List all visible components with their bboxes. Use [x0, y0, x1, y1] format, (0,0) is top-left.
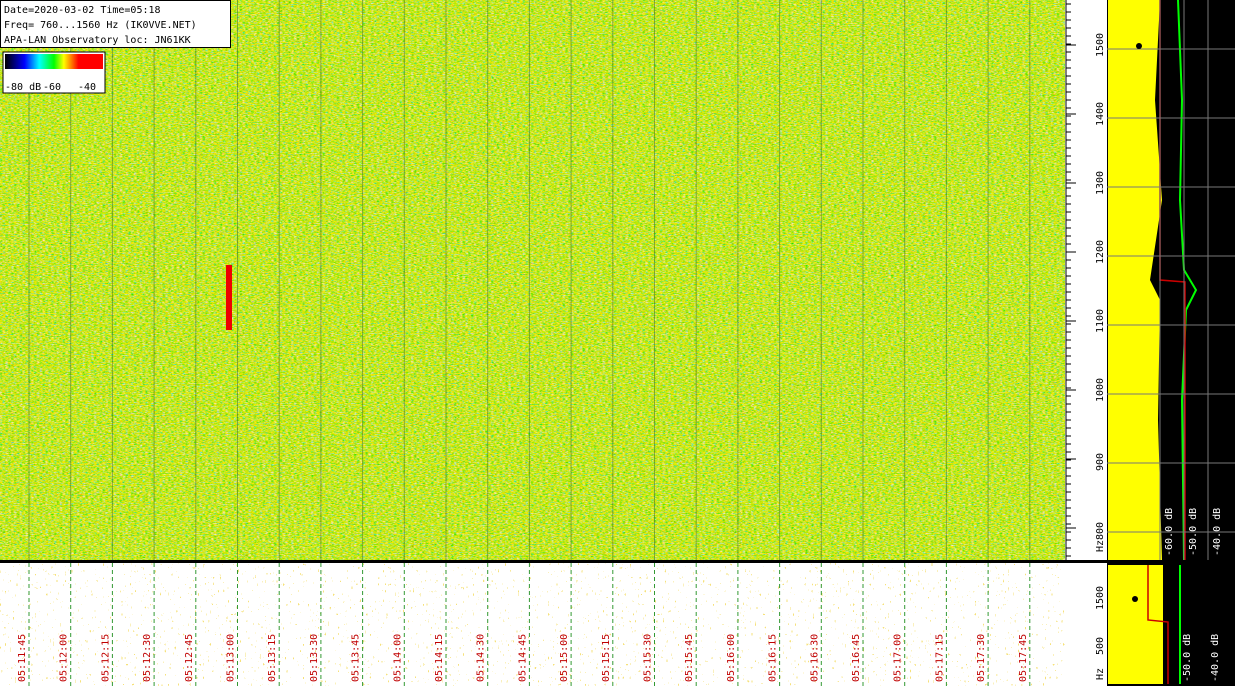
- time-label: 05:15:45: [684, 634, 695, 682]
- marker: [1132, 596, 1138, 602]
- panel-grid: [1107, 0, 1235, 560]
- freq-tick-label: 1000: [1095, 378, 1106, 402]
- freq-unit: Hz: [1095, 668, 1106, 680]
- time-label: 05:12:30: [142, 634, 153, 682]
- time-label: 05:12:00: [59, 634, 70, 682]
- time-label: 05:13:30: [309, 634, 320, 682]
- time-label: 05:16:45: [851, 634, 862, 682]
- time-label: 05:17:00: [893, 634, 904, 682]
- freq-tick-label: 1400: [1095, 102, 1106, 126]
- time-label: 05:17:30: [976, 634, 987, 682]
- info-line: APA-LAN Observatory loc: JN61KK: [4, 35, 191, 46]
- freq-tick-label: 1500: [1095, 33, 1106, 57]
- colorbar-label: -40: [78, 82, 96, 93]
- time-grid: [28, 0, 1031, 560]
- time-label: 05:15:00: [559, 634, 570, 682]
- time-label: 05:12:15: [100, 634, 111, 682]
- time-label: 05:17:45: [1018, 634, 1029, 682]
- info-line: Freq= 760...1560 Hz (IK0VVE.NET): [4, 20, 197, 31]
- level-label: -50.0 dB: [1182, 634, 1193, 682]
- info-box: [0, 0, 231, 48]
- waterfall-noise: [0, 0, 1065, 560]
- time-label: 05:13:15: [267, 634, 278, 682]
- freq-tick-label: 500: [1095, 637, 1106, 655]
- marker: [1136, 43, 1142, 49]
- time-label: 05:13:00: [226, 634, 237, 682]
- freq-tick-label: 800: [1095, 522, 1106, 540]
- freq-tick-label: 1500: [1095, 586, 1106, 610]
- time-label: 05:16:00: [726, 634, 737, 682]
- colorbar-label: -80 dB: [5, 82, 41, 93]
- time-label: 05:14:30: [476, 634, 487, 682]
- freq-tick-label: 1200: [1095, 240, 1106, 264]
- info-line: Date=2020-03-02 Time=05:18: [4, 5, 161, 16]
- freq-tick-label: 1300: [1095, 171, 1106, 195]
- time-label: 05:15:15: [601, 634, 612, 682]
- time-label: 05:11:45: [17, 634, 28, 682]
- separator: [0, 560, 1235, 563]
- spectrum-line: [1177, 0, 1198, 561]
- level-label: -60.0 dB: [1164, 508, 1175, 556]
- signal-trace: [226, 265, 232, 330]
- spectrum-area: [1108, 0, 1162, 560]
- level-label: -50.0 dB: [1188, 508, 1199, 556]
- colorbar: [5, 54, 103, 69]
- lower-spectrum: [1108, 565, 1163, 684]
- lower-avg: [1147, 565, 1169, 684]
- time-label: 05:16:30: [809, 634, 820, 682]
- level-label: -40.0 dB: [1210, 634, 1221, 682]
- freq-tick-label: 900: [1095, 453, 1106, 471]
- lower-speckles: [0, 563, 1065, 686]
- time-label: 05:15:30: [643, 634, 654, 682]
- time-label: 05:14:45: [517, 634, 528, 682]
- freq-tick-label: 1100: [1095, 309, 1106, 333]
- freq-unit: Hz: [1095, 540, 1106, 552]
- time-label: 05:13:45: [351, 634, 362, 682]
- time-label: 05:16:15: [768, 634, 779, 682]
- time-label: 05:14:15: [434, 634, 445, 682]
- colorbar-label: -60: [43, 82, 61, 93]
- time-label: 05:14:00: [392, 634, 403, 682]
- level-label: -40.0 dB: [1212, 508, 1223, 556]
- time-label: 05:17:15: [934, 634, 945, 682]
- time-label: 05:12:45: [184, 634, 195, 682]
